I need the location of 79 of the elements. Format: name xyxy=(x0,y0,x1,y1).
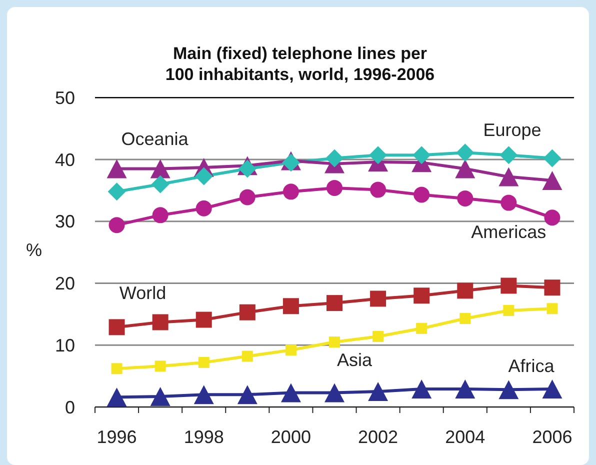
point xyxy=(154,360,166,372)
series-label: Africa xyxy=(508,356,556,376)
point xyxy=(196,312,212,328)
point xyxy=(239,189,256,206)
point xyxy=(194,167,213,186)
point xyxy=(544,210,560,226)
point xyxy=(543,149,562,168)
y-tick-label: 20 xyxy=(54,274,75,294)
point xyxy=(280,383,301,402)
point xyxy=(324,383,344,402)
x-tick-label: 2004 xyxy=(445,427,486,447)
y-tick-label: 40 xyxy=(54,150,75,170)
point xyxy=(242,350,253,362)
point xyxy=(542,171,562,190)
point xyxy=(152,314,168,330)
point xyxy=(498,167,519,186)
point xyxy=(196,200,212,216)
x-tick-label: 1996 xyxy=(96,427,137,447)
series-label: Oceania xyxy=(121,128,190,149)
point xyxy=(503,304,514,316)
x-tick-label: 2000 xyxy=(270,427,311,447)
point xyxy=(239,304,256,320)
point xyxy=(111,363,122,374)
y-axis-title: % xyxy=(26,240,42,260)
point xyxy=(456,144,474,162)
point xyxy=(194,385,214,404)
point xyxy=(416,322,428,334)
point xyxy=(457,190,474,206)
series-label: Asia xyxy=(336,350,373,370)
series-label: Europe xyxy=(483,120,542,140)
y-tick-label: 30 xyxy=(54,212,75,232)
point xyxy=(152,207,168,224)
x-tick-label: 2006 xyxy=(532,427,572,447)
point xyxy=(414,186,430,203)
point xyxy=(414,288,430,304)
point xyxy=(457,282,474,299)
point xyxy=(285,344,296,356)
point xyxy=(460,313,471,324)
point xyxy=(372,330,384,342)
y-tick-label: 50 xyxy=(54,88,75,108)
point xyxy=(455,380,476,399)
point xyxy=(500,278,517,294)
point xyxy=(500,146,518,164)
point xyxy=(368,382,388,402)
point xyxy=(282,298,299,314)
y-tick-label: 10 xyxy=(54,335,75,356)
point xyxy=(106,388,127,407)
point xyxy=(369,146,388,164)
point xyxy=(455,159,476,178)
point xyxy=(150,386,170,406)
series-label: Americas xyxy=(471,222,546,242)
point xyxy=(108,182,126,201)
x-tick-label: 1998 xyxy=(184,427,224,447)
series-label: World xyxy=(119,283,166,304)
point xyxy=(151,175,170,194)
point xyxy=(108,319,125,336)
point xyxy=(326,149,344,168)
point xyxy=(498,380,519,400)
chart-title: Main (fixed) telephone lines per 100 inhabitants, world, 1996-2006 xyxy=(165,44,435,84)
point xyxy=(412,146,431,164)
point xyxy=(329,336,340,348)
point xyxy=(282,184,299,200)
point xyxy=(106,159,127,178)
point xyxy=(370,290,386,307)
point xyxy=(150,159,170,178)
point xyxy=(238,160,256,178)
point xyxy=(412,380,432,399)
point xyxy=(546,303,558,314)
point xyxy=(326,295,342,312)
point xyxy=(500,194,517,211)
point xyxy=(108,217,125,234)
point xyxy=(198,356,210,368)
point xyxy=(237,385,258,404)
point xyxy=(544,280,560,296)
point xyxy=(542,380,562,399)
point xyxy=(326,180,342,196)
point xyxy=(370,182,386,198)
y-tick-label: 0 xyxy=(64,397,75,418)
x-tick-label: 2002 xyxy=(358,427,398,447)
